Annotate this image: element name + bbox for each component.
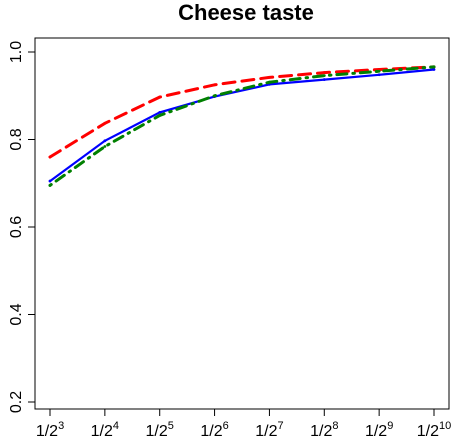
series-line-2: [48, 65, 436, 159]
series-1-point: [432, 68, 436, 71]
x-tick-label: 1/29: [365, 420, 393, 438]
series-3-point: [213, 94, 216, 98]
series-1-point: [377, 73, 381, 77]
x-tick-label: 1/26: [200, 420, 228, 438]
axes: 1/23 1/24 1/25 1/26 1/27 1/28 1/29 1/210 0.2 0.4 0…: [8, 41, 451, 438]
y-tick-label: 0.4: [8, 303, 25, 325]
series-1-point: [48, 179, 52, 183]
x-tick-label: 1/25: [146, 420, 174, 438]
series-2-point: [268, 75, 271, 79]
x-tick-label: 1/23: [36, 420, 64, 438]
y-tick-label: 0.8: [8, 128, 25, 150]
plot-frame: [34, 37, 450, 410]
x-tick-label: 1/210: [417, 420, 452, 438]
series-line-1: [49, 68, 435, 182]
chart-title: Cheese taste: [178, 0, 314, 25]
series-2-point: [322, 71, 326, 74]
series-line-3: [48, 65, 436, 187]
y-tick-label: 0.2: [8, 391, 25, 413]
series-group: [48, 65, 436, 187]
series-1-point: [158, 110, 162, 114]
x-tick-label: 1/27: [255, 420, 283, 438]
series-1-point: [103, 139, 107, 143]
series-3-point: [103, 145, 107, 148]
series-3-point: [432, 65, 436, 69]
x-tick-label: 1/24: [91, 420, 119, 438]
series-1-point: [322, 78, 326, 81]
y-tick-label: 0.6: [8, 216, 25, 238]
series-3-point: [377, 69, 381, 73]
series-3-point: [158, 114, 162, 117]
x-tick-label: 1/28: [310, 420, 338, 438]
y-tick-label: 1.0: [8, 41, 25, 63]
series-2-point: [158, 95, 162, 99]
series-2-point: [103, 121, 107, 125]
series-3-point: [48, 184, 52, 187]
series-2-point: [213, 83, 216, 87]
series-3-point: [322, 74, 326, 78]
series-3-point: [268, 80, 271, 84]
series-2-point: [48, 155, 52, 159]
